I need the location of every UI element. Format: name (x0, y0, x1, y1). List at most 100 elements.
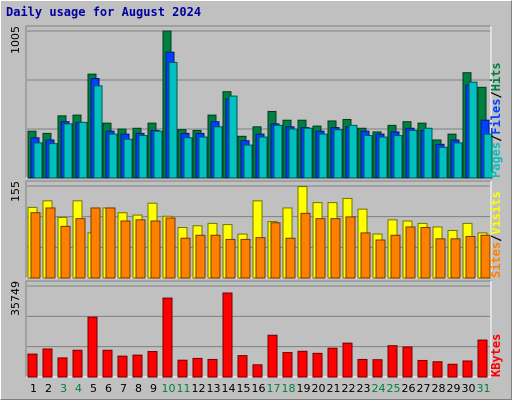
bar-pages-day-26 (408, 129, 418, 179)
bar-sites-day-25 (390, 234, 401, 279)
x-tick-label: 18 (282, 382, 296, 395)
bar-sites-day-31 (480, 234, 491, 279)
bar-pages-day-6 (108, 133, 118, 179)
x-tick-label: 25 (387, 382, 401, 395)
bar-kbytes-day-15 (237, 355, 248, 378)
bar-sites-day-13 (210, 234, 221, 279)
legend-pages: Pages (489, 142, 503, 178)
legend-separator: / (489, 91, 503, 98)
bar-sites-day-5 (90, 207, 101, 279)
bar-sites-day-18 (285, 237, 296, 279)
x-tick-label: 9 (150, 382, 157, 395)
x-tick-label: 22 (342, 382, 356, 395)
bar-kbytes-day-14 (222, 292, 233, 378)
x-tick-label: 10 (162, 382, 176, 395)
x-tick-label: 11 (177, 382, 191, 395)
bar-pages-day-20 (318, 133, 328, 179)
bar-sites-day-22 (345, 216, 356, 279)
bar-pages-day-8 (138, 135, 148, 179)
bar-pages-day-22 (348, 124, 358, 179)
x-tick-label: 2 (45, 382, 52, 395)
bar-pages-day-10 (168, 61, 178, 179)
bar-sites-day-4 (75, 218, 86, 279)
x-tick-label: 6 (105, 382, 112, 395)
bar-pages-day-28 (438, 146, 448, 179)
bar-kbytes-day-4 (72, 349, 83, 378)
x-tick-label: 19 (297, 382, 311, 395)
bar-kbytes-day-10 (162, 297, 173, 378)
series-legend: Pages/Files/Hits (489, 62, 503, 178)
bar-pages-day-13 (213, 126, 223, 179)
x-tick-label: 12 (192, 382, 206, 395)
series-kbytes (27, 292, 488, 378)
bar-sites-day-20 (315, 218, 326, 279)
bar-sites-day-28 (435, 238, 446, 279)
x-tick-label: 14 (222, 382, 236, 395)
bar-sites-day-2 (45, 207, 56, 279)
bar-pages-day-11 (183, 137, 193, 179)
bar-kbytes-day-11 (177, 359, 188, 378)
bar-kbytes-day-26 (402, 346, 413, 378)
bar-sites-day-30 (465, 235, 476, 279)
bar-sites-day-24 (375, 239, 386, 279)
bar-kbytes-day-30 (462, 360, 473, 378)
x-tick-label: 16 (252, 382, 266, 395)
y-axis-max-label: 155 (9, 181, 22, 202)
x-tick-label: 30 (462, 382, 476, 395)
bar-sites-day-16 (255, 237, 266, 279)
bar-sites-day-10 (165, 217, 176, 279)
legend-visits: Visits (489, 191, 503, 234)
bar-sites-day-26 (405, 226, 416, 279)
bar-kbytes-day-31 (477, 339, 488, 378)
x-tick-label: 4 (75, 382, 82, 395)
x-axis-tick-labels: 1 2 3 4 5 6 7 8 9 10 11 12 13 14 15 16 17 18 19 20 21 22 23 24 2… (30, 382, 491, 395)
chart-title: Daily usage for August 2024 (6, 5, 201, 19)
bar-pages-day-31 (483, 133, 493, 179)
x-tick-label: 15 (237, 382, 251, 395)
x-tick-label: 1 (30, 382, 37, 395)
bar-sites-day-19 (300, 212, 311, 279)
x-tick-label: 7 (120, 382, 127, 395)
x-tick-label: 23 (357, 382, 371, 395)
x-tick-label: 3 (60, 382, 67, 395)
legend-files: Files (489, 99, 503, 135)
x-tick-label: 21 (327, 382, 341, 395)
legend-separator: / (489, 235, 503, 242)
bar-kbytes-day-17 (267, 334, 278, 378)
bar-kbytes-day-23 (357, 358, 368, 378)
bar-sites-day-3 (60, 225, 71, 279)
bar-sites-day-23 (360, 232, 371, 279)
bar-kbytes-day-20 (312, 352, 323, 378)
bar-pages-day-15 (243, 144, 253, 179)
bar-sites-day-15 (240, 238, 251, 279)
bar-sites-day-9 (150, 220, 161, 279)
bar-pages-day-4 (78, 121, 88, 179)
kbytes-panel: 35749 KBytes (9, 280, 503, 378)
bar-sites-day-27 (420, 227, 431, 279)
bar-kbytes-day-29 (447, 363, 458, 378)
bar-sites-day-17 (270, 222, 281, 279)
bar-pages-day-23 (363, 135, 373, 179)
x-tick-label: 8 (135, 382, 142, 395)
x-tick-label: 20 (312, 382, 326, 395)
x-tick-label: 27 (417, 382, 431, 395)
bar-pages-day-21 (333, 129, 343, 179)
bar-pages-day-14 (228, 95, 238, 179)
bar-kbytes-day-24 (372, 359, 383, 378)
bar-sites-day-1 (30, 212, 41, 279)
series-pages (33, 61, 493, 179)
x-tick-label: 26 (402, 382, 416, 395)
visits-panel: 155 Sites/Visits (9, 180, 503, 279)
bar-pages-day-30 (468, 81, 478, 179)
bar-sites-day-7 (120, 220, 131, 279)
bar-kbytes-day-7 (117, 355, 128, 378)
bar-sites-day-29 (450, 238, 461, 279)
legend-kbytes: KBytes (489, 334, 503, 377)
x-tick-label: 31 (477, 382, 491, 395)
x-tick-label: 13 (207, 382, 221, 395)
bar-kbytes-day-19 (297, 350, 308, 378)
bar-kbytes-day-1 (27, 353, 38, 378)
series-sites (30, 207, 491, 279)
